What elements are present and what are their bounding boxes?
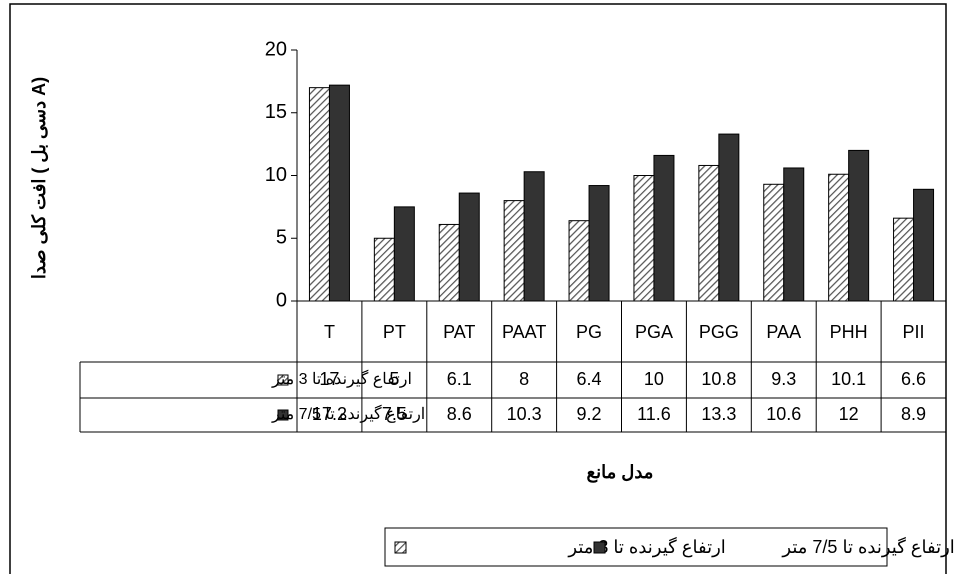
bar: [893, 217, 915, 302]
table-row-label: ارتفاع گیرنده تا 7/5 متر: [271, 404, 425, 423]
table-value: 10.3: [507, 404, 542, 424]
bar: [913, 188, 935, 302]
table-row-label: ارتفاع گیرنده تا 3 متر: [271, 369, 412, 388]
table-value: 8.6: [447, 404, 472, 424]
table-value: 9.3: [771, 369, 796, 389]
x-tick-label: T: [324, 322, 335, 342]
chart-frame: [9, 3, 947, 574]
table-value: 10.6: [766, 404, 801, 424]
bar: [828, 173, 850, 302]
x-tick-label: PHH: [830, 322, 868, 342]
table-legend-key: [277, 374, 289, 386]
legend-label: ارتفاع گیرنده تا 3 متر: [567, 536, 725, 558]
table-value: 10.1: [831, 369, 866, 389]
bar: [503, 200, 525, 302]
x-axis-title: مدل مانع: [587, 462, 654, 483]
bar: [783, 167, 805, 302]
y-tick-label: 5: [276, 227, 287, 249]
bar: [523, 171, 545, 302]
x-tick-label: PGG: [699, 322, 739, 342]
legend-key: [593, 541, 606, 554]
x-tick-label: PGA: [635, 322, 673, 342]
bar: [308, 87, 330, 302]
table-legend-key: [277, 409, 289, 421]
y-tick-label: 0: [276, 289, 287, 311]
bar: [653, 154, 675, 302]
legend-box: [384, 527, 888, 567]
x-tick-label: PII: [903, 322, 925, 342]
table-value: 6.4: [577, 369, 602, 389]
bar: [438, 223, 460, 302]
x-tick-label: PAAT: [502, 322, 546, 342]
table-value: 9.2: [577, 404, 602, 424]
bar: [633, 175, 655, 302]
legend-key: [394, 541, 407, 554]
table-value: 6.1: [447, 369, 472, 389]
x-tick-label: PAA: [766, 322, 801, 342]
table-value: 8.9: [901, 404, 926, 424]
x-tick-label: PAT: [443, 322, 475, 342]
table-value: 6.6: [901, 369, 926, 389]
table-value: 7.5: [382, 404, 407, 424]
table-value: 11.6: [637, 404, 671, 424]
y-tick-label: 20: [265, 38, 287, 60]
y-tick-label: 10: [265, 164, 287, 186]
table-value: 10.8: [701, 369, 736, 389]
bar: [328, 84, 350, 302]
table-value: 17: [319, 369, 339, 389]
y-axis-title: افت کلی صدا ( دسی بل A): [29, 77, 49, 279]
bar: [588, 185, 610, 302]
bar: [848, 149, 870, 302]
y-tick-label: 15: [265, 101, 287, 123]
table-value: 10: [644, 369, 664, 389]
bar: [568, 220, 590, 302]
table-value: 5: [389, 369, 399, 389]
bar: [458, 192, 480, 302]
bar: [698, 164, 720, 302]
table-value: 8: [519, 369, 529, 389]
x-tick-label: PG: [576, 322, 602, 342]
legend-label: ارتفاع گیرنده تا 7/5 متر: [781, 536, 954, 558]
table-value: 13.3: [701, 404, 736, 424]
x-tick-label: PT: [383, 322, 406, 342]
table-value: 12: [839, 404, 859, 424]
table-value: 17.2: [312, 404, 347, 424]
bar: [393, 206, 415, 302]
bar: [763, 183, 785, 302]
bar: [718, 133, 740, 302]
bar: [373, 237, 395, 302]
